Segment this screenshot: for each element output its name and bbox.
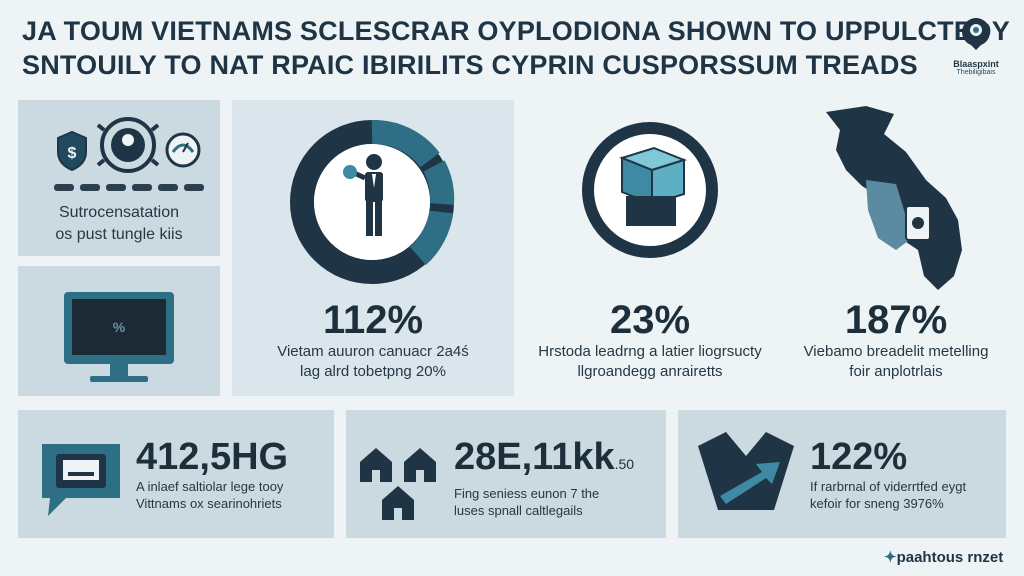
map-stat: 187% Viebamo breadelit metelling foir an… xyxy=(746,298,1024,382)
logo-title: Blaaspxint xyxy=(953,59,999,69)
security-icons: $ xyxy=(54,117,204,191)
svg-text:$: $ xyxy=(68,145,77,162)
panel-cube: 23% Hrstoda leadrng a latier liogrsucty … xyxy=(514,100,786,396)
arrow-caption-2: kefoir for sneng 3976% xyxy=(810,496,944,511)
svg-text:%: % xyxy=(113,319,126,335)
footer-brand: ✦paahtous rnzet xyxy=(884,548,1003,566)
brand-logo: Blaaspxint Thebiligibais xyxy=(944,16,1008,76)
houses-value-suffix: .50 xyxy=(614,456,635,472)
arrow-value: 122% xyxy=(810,436,908,478)
panel-security: $ Sutrocensatation os pust tungle kiis xyxy=(18,100,220,256)
donut-chart-icon xyxy=(290,120,455,284)
panel-monitor: % xyxy=(18,266,220,396)
houses-value-row: 28E,11kk.50 xyxy=(454,436,634,485)
panel-houses: 28E,11kk.50 Fing seniess eunon 7 the lus… xyxy=(346,410,666,538)
headline-line-2: SNTOUILY TO NAT RPAIC IBIRILITS CYPRIN C… xyxy=(22,50,918,80)
security-caption-1: Sutrocensatation xyxy=(58,204,180,221)
donut-value: 112% xyxy=(322,298,424,342)
vietnam-map-icon xyxy=(826,106,962,290)
houses-caption-2: luses spnall caltlegails xyxy=(454,503,583,518)
header: JA TOUM VIETNAMS SCLESCRAR OYPLODIONA SH… xyxy=(22,14,1010,82)
cube-caption-1: Hrstoda leadrng a latier liogrsucty xyxy=(538,343,762,360)
logo-subtitle: Thebiligibais xyxy=(956,69,996,76)
donut-caption-2: lag alrd tobetpng 20% xyxy=(300,363,446,380)
map-value: 187% xyxy=(844,298,948,342)
donut-caption-1: Vietam auuron canuacr 2a4ś xyxy=(277,343,469,360)
cube-stat: 23% Hrstoda leadrng a latier liogrsucty … xyxy=(500,298,800,382)
panel-map: 187% Viebamo breadelit metelling foir an… xyxy=(786,100,1006,396)
cube-caption-2: llgroandegg anrairetts xyxy=(577,363,723,380)
panel-chat: 412,5HG A inlaef saltiolar lege tooy Vit… xyxy=(18,410,334,538)
cube-value: 23% xyxy=(609,298,691,342)
map-caption-1: Viebamo breadelit metelling xyxy=(803,343,989,360)
pin-logo-icon xyxy=(962,18,990,50)
growth-arrow-icon xyxy=(698,432,794,510)
chat-monitor-icon xyxy=(42,444,120,516)
monitor-icon: % xyxy=(64,292,174,382)
donut-stat: 112% Vietam auuron canuacr 2a4ś lag alrd… xyxy=(223,298,523,382)
houses-value: 28E,11kk xyxy=(454,436,615,478)
footer-brand-text: paahtous rnzet xyxy=(896,549,1004,566)
houses-text: 28E,11kk.50 Fing seniess eunon 7 the lus… xyxy=(454,436,634,519)
map-caption-2: foir anplotrlais xyxy=(849,363,943,380)
chat-text: 412,5HG A inlaef saltiolar lege tooy Vit… xyxy=(136,436,288,512)
secure-box-icon xyxy=(582,122,718,258)
arrow-caption-1: If rarbrnal of viderrtfed eygt xyxy=(810,479,967,494)
chat-value: 412,5HG xyxy=(136,436,289,478)
houses-icon xyxy=(360,448,436,520)
sparkle-icon: ✦ xyxy=(884,549,897,566)
security-caption-2: os pust tungle kiis xyxy=(55,226,183,243)
panel-arrow: 122% If rarbrnal of viderrtfed eygt kefo… xyxy=(678,410,1006,538)
headline-line-1: JA TOUM VIETNAMS SCLESCRAR OYPLODIONA SH… xyxy=(22,16,1010,46)
panel-donut: 112% Vietam auuron canuacr 2a4ś lag alrd… xyxy=(232,100,514,396)
houses-caption-1: Fing seniess eunon 7 the xyxy=(454,486,600,501)
chat-caption-1: A inlaef saltiolar lege tooy xyxy=(136,479,284,494)
arrow-text: 122% If rarbrnal of viderrtfed eygt kefo… xyxy=(810,436,966,512)
chat-caption-2: Vittnams ox searinohriets xyxy=(136,496,282,511)
